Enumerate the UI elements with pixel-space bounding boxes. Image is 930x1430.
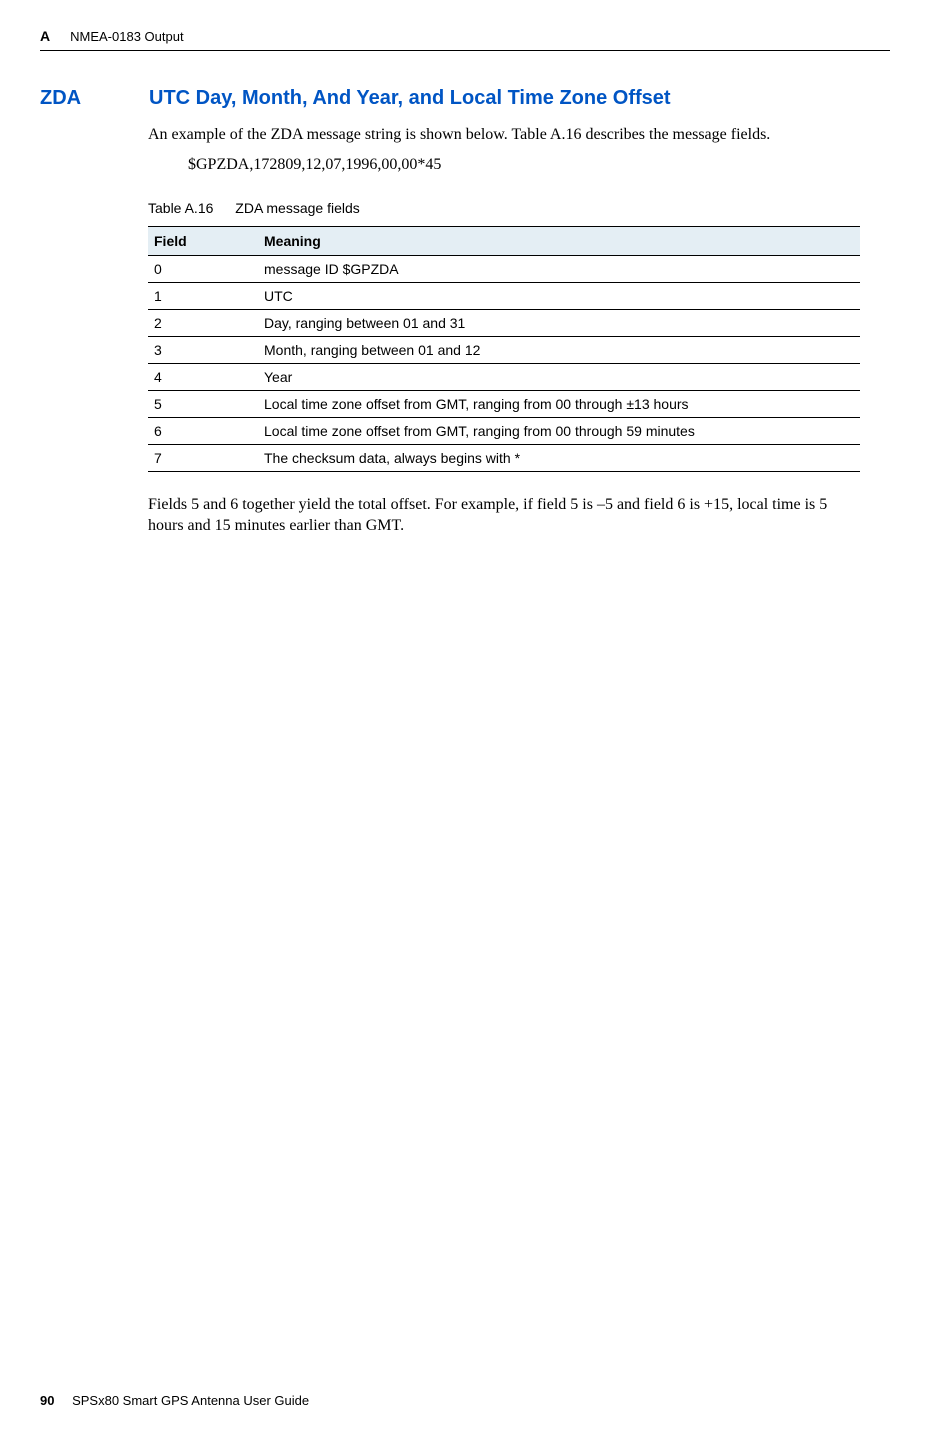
table-row: 4 Year	[148, 363, 860, 390]
cell-field: 4	[148, 363, 258, 390]
footer-doc-title: SPSx80 Smart GPS Antenna User Guide	[72, 1393, 309, 1408]
intro-text: An example of the ZDA message string is …	[148, 124, 860, 146]
col-header-field: Field	[148, 226, 258, 255]
table-row: 3 Month, ranging between 01 and 12	[148, 336, 860, 363]
follow-text: Fields 5 and 6 together yield the total …	[148, 494, 860, 537]
table-row: 6 Local time zone offset from GMT, rangi…	[148, 417, 860, 444]
cell-meaning: Local time zone offset from GMT, ranging…	[258, 390, 860, 417]
cell-meaning: UTC	[258, 282, 860, 309]
example-string: $GPZDA,172809,12,07,1996,00,00*45	[188, 156, 860, 174]
cell-field: 0	[148, 255, 258, 282]
table-row: 0 message ID $GPZDA	[148, 255, 860, 282]
col-header-meaning: Meaning	[258, 226, 860, 255]
table-row: 1 UTC	[148, 282, 860, 309]
cell-meaning: Day, ranging between 01 and 31	[258, 309, 860, 336]
content-block: An example of the ZDA message string is …	[148, 124, 860, 537]
section-heading: ZDA UTC Day, Month, And Year, and Local …	[40, 87, 890, 110]
cell-field: 6	[148, 417, 258, 444]
section-code: ZDA	[40, 87, 95, 110]
table-row: 2 Day, ranging between 01 and 31	[148, 309, 860, 336]
cell-field: 1	[148, 282, 258, 309]
cell-meaning: Month, ranging between 01 and 12	[258, 336, 860, 363]
cell-field: 2	[148, 309, 258, 336]
table-row: 7 The checksum data, always begins with …	[148, 444, 860, 471]
table-header-row: Field Meaning	[148, 226, 860, 255]
appendix-letter: A	[40, 28, 50, 44]
cell-meaning: The checksum data, always begins with *	[258, 444, 860, 471]
cell-meaning: Year	[258, 363, 860, 390]
table-caption-text: ZDA message fields	[235, 200, 360, 216]
section-title: UTC Day, Month, And Year, and Local Time…	[149, 87, 671, 110]
page-footer: 90 SPSx80 Smart GPS Antenna User Guide	[40, 1393, 309, 1408]
cell-field: 5	[148, 390, 258, 417]
page-header: A NMEA-0183 Output	[40, 28, 890, 44]
cell-meaning: Local time zone offset from GMT, ranging…	[258, 417, 860, 444]
cell-field: 3	[148, 336, 258, 363]
table-row: 5 Local time zone offset from GMT, rangi…	[148, 390, 860, 417]
page-number: 90	[40, 1393, 54, 1408]
header-rule	[40, 50, 890, 51]
zda-fields-table: Field Meaning 0 message ID $GPZDA 1 UTC …	[148, 226, 860, 472]
cell-field: 7	[148, 444, 258, 471]
table-caption-label: Table A.16	[148, 200, 213, 216]
cell-meaning: message ID $GPZDA	[258, 255, 860, 282]
table-caption: Table A.16 ZDA message fields	[148, 200, 860, 216]
header-title: NMEA-0183 Output	[70, 29, 183, 44]
